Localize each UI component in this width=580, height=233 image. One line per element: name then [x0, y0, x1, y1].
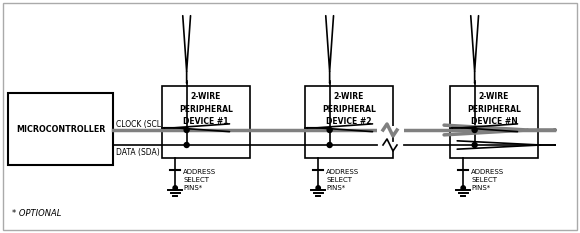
- Text: ADDRESS
SELECT
PINS*: ADDRESS SELECT PINS*: [183, 169, 216, 191]
- Circle shape: [184, 143, 189, 147]
- Circle shape: [184, 127, 189, 133]
- Text: MICROCONTROLLER: MICROCONTROLLER: [16, 124, 105, 134]
- Circle shape: [461, 186, 465, 190]
- Circle shape: [327, 143, 332, 147]
- Text: 2-WIRE
PERIPHERAL
DEVICE #1: 2-WIRE PERIPHERAL DEVICE #1: [179, 92, 233, 126]
- Text: 2-WIRE
PERIPHERAL
DEVICE #N: 2-WIRE PERIPHERAL DEVICE #N: [467, 92, 521, 126]
- Circle shape: [316, 186, 320, 190]
- Circle shape: [173, 186, 177, 190]
- Text: * OPTIONAL: * OPTIONAL: [12, 209, 61, 217]
- Text: ADDRESS
SELECT
PINS*: ADDRESS SELECT PINS*: [326, 169, 360, 191]
- Bar: [305, 86, 393, 158]
- Bar: [162, 86, 250, 158]
- Bar: [450, 86, 538, 158]
- Text: 2-WIRE
PERIPHERAL
DEVICE #2: 2-WIRE PERIPHERAL DEVICE #2: [322, 92, 376, 126]
- Circle shape: [327, 127, 332, 133]
- Text: DATA (SDA): DATA (SDA): [116, 148, 160, 157]
- Text: ADDRESS
SELECT
PINS*: ADDRESS SELECT PINS*: [471, 169, 505, 191]
- Circle shape: [472, 127, 477, 133]
- Text: CLOCK (SCL): CLOCK (SCL): [116, 120, 164, 129]
- Circle shape: [472, 143, 477, 147]
- Bar: [8, 93, 113, 165]
